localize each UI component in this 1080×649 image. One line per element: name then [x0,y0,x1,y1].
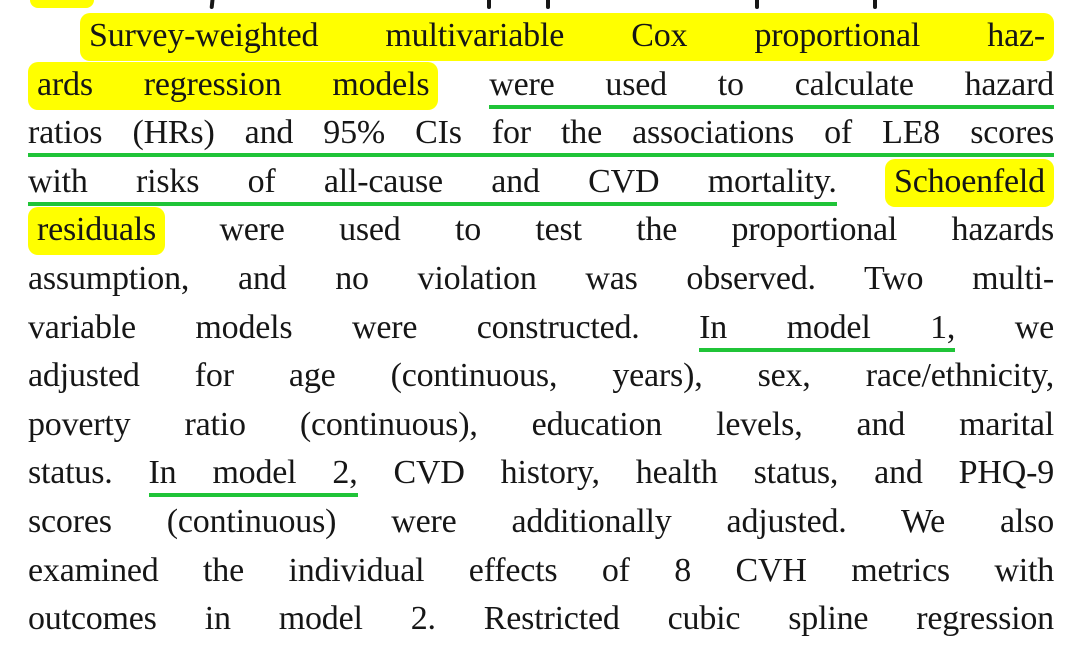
text-line: outcomes in model 2. Restricted cubic sp… [28,595,1054,644]
letter-descender [209,0,215,9]
plain-text: CVD history, health status, and PHQ-9 [357,454,1054,492]
text-line: ards regression models were used to calc… [28,61,1054,110]
letter-descender [873,0,877,9]
plain-text: outcomes in model 2. Restricted cubic sp… [28,600,1054,638]
text-line: with risks of all-cause and CVD mortalit… [28,158,1054,207]
plain-text: we [955,308,1054,346]
text-line: adjusted for age (continuous, years), se… [28,352,1054,401]
letter-descender [755,0,759,9]
clipped-text-line [0,0,1080,13]
text-line: residuals were used to test the proporti… [28,206,1054,256]
underlined-text: In model 1, [699,308,955,352]
plain-text: adjusted for age (continuous, years), se… [28,357,1054,395]
text-line: status. In model 2, CVD history, health … [28,449,1054,498]
text-line: examined the individual effects of 8 CVH… [28,547,1054,596]
text-line: poverty ratio (continuous), education le… [28,401,1054,450]
highlighted-text: Survey-weighted multivariable Cox propor… [80,13,1054,61]
text-line: scores (continuous) were additionally ad… [28,498,1054,547]
highlighted-text: residuals [28,207,166,256]
underlined-text: In model 2, [148,454,358,498]
highlighted-text: Schoenfeld [885,158,1054,207]
paragraph: Survey-weighted multivariable Cox propor… [28,12,1054,644]
plain-text: assumption, and no violation was observe… [28,259,1054,297]
highlighted-text: ards regression models [28,61,439,110]
underlined-text: ratios (HRs) and 95% CIs for the associa… [28,114,1054,158]
plain-text: poverty ratio (continuous), education le… [28,405,1054,443]
highlight-fragment [30,0,94,8]
underlined-text: with risks of all-cause and CVD mortalit… [28,162,837,206]
text-line: Survey-weighted multivariable Cox propor… [28,12,1054,61]
underlined-text: were used to calculate hazard [489,65,1054,109]
plain-text [438,66,489,103]
letter-descender [546,0,550,9]
plain-text: scores (continuous) were additionally ad… [28,502,1054,540]
text-line: assumption, and no violation was observe… [28,255,1054,304]
letter-descender [487,0,491,9]
plain-text: examined the individual effects of 8 CVH… [28,551,1054,589]
plain-text: were used to test the proportional hazar… [165,211,1054,249]
text-line: ratios (HRs) and 95% CIs for the associa… [28,109,1054,158]
text-line: variable models were constructed. In mod… [28,304,1054,353]
plain-text: status. [28,454,149,492]
plain-text: variable models were constructed. [28,308,700,346]
plain-text [837,163,885,200]
